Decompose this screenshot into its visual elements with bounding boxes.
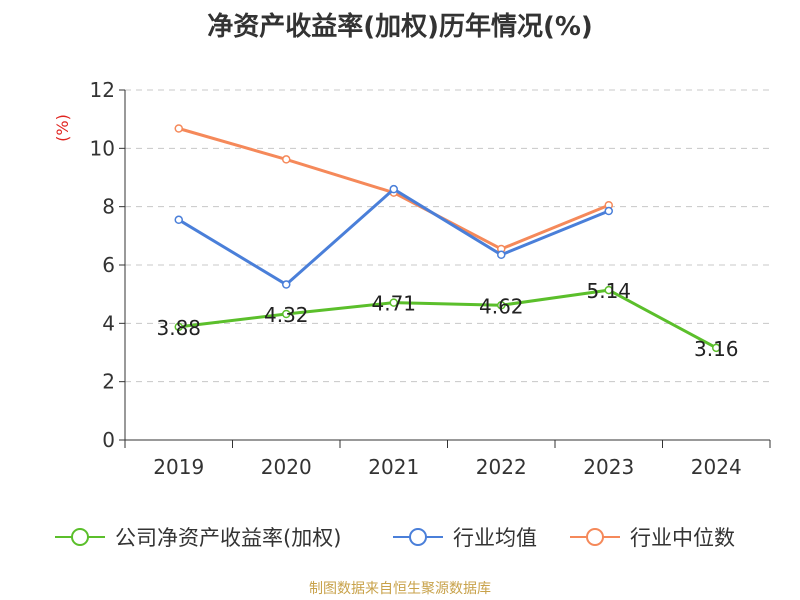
data-point (712, 343, 721, 353)
legend-swatch-marker (71, 528, 89, 546)
y-axis-label: (%) (53, 114, 72, 142)
x-tick-label: 2019 (153, 455, 204, 479)
data-label: 3.88 (156, 316, 201, 340)
y-tick-label: 0 (102, 428, 115, 452)
y-tick-label: 8 (102, 195, 115, 219)
data-point (497, 250, 506, 260)
legend-label: 行业中位数 (630, 526, 735, 550)
data-point (389, 298, 398, 307)
data-label: 5.14 (586, 279, 631, 303)
data-label: 4.71 (371, 292, 416, 316)
data-label: 3.16 (694, 337, 739, 361)
data-point (604, 206, 613, 216)
legend-swatch-marker (586, 528, 604, 546)
x-tick-label: 2021 (368, 455, 419, 479)
chart-title: 净资产收益率(加权)历年情况(%) (207, 12, 593, 42)
data-point (282, 155, 291, 164)
data-label: 4.62 (479, 294, 524, 318)
data-point (282, 309, 291, 319)
data-point (389, 184, 398, 194)
data-label: 4.32 (264, 303, 309, 327)
y-tick-label: 4 (102, 311, 115, 335)
legend-swatch-marker (409, 528, 427, 546)
y-tick-label: 6 (102, 253, 115, 277)
x-tick-label: 2024 (691, 455, 742, 479)
x-tick-label: 2023 (583, 455, 634, 479)
data-point (174, 124, 183, 133)
series-line (177, 187, 610, 287)
data-point (497, 301, 506, 310)
source-note: 制图数据来自恒生聚源数据库 (309, 581, 491, 597)
data-point (174, 322, 183, 332)
x-tick-label: 2020 (261, 455, 312, 479)
y-tick-label: 10 (90, 136, 115, 160)
legend-label: 行业均值 (453, 526, 537, 550)
data-point (604, 285, 613, 295)
y-tick-label: 12 (90, 78, 115, 102)
x-tick-label: 2022 (476, 455, 527, 479)
legend-label: 公司净资产收益率(加权) (115, 526, 341, 550)
data-point (282, 280, 291, 289)
series-line (178, 288, 717, 350)
data-point (174, 215, 183, 225)
y-tick-label: 2 (102, 370, 115, 394)
